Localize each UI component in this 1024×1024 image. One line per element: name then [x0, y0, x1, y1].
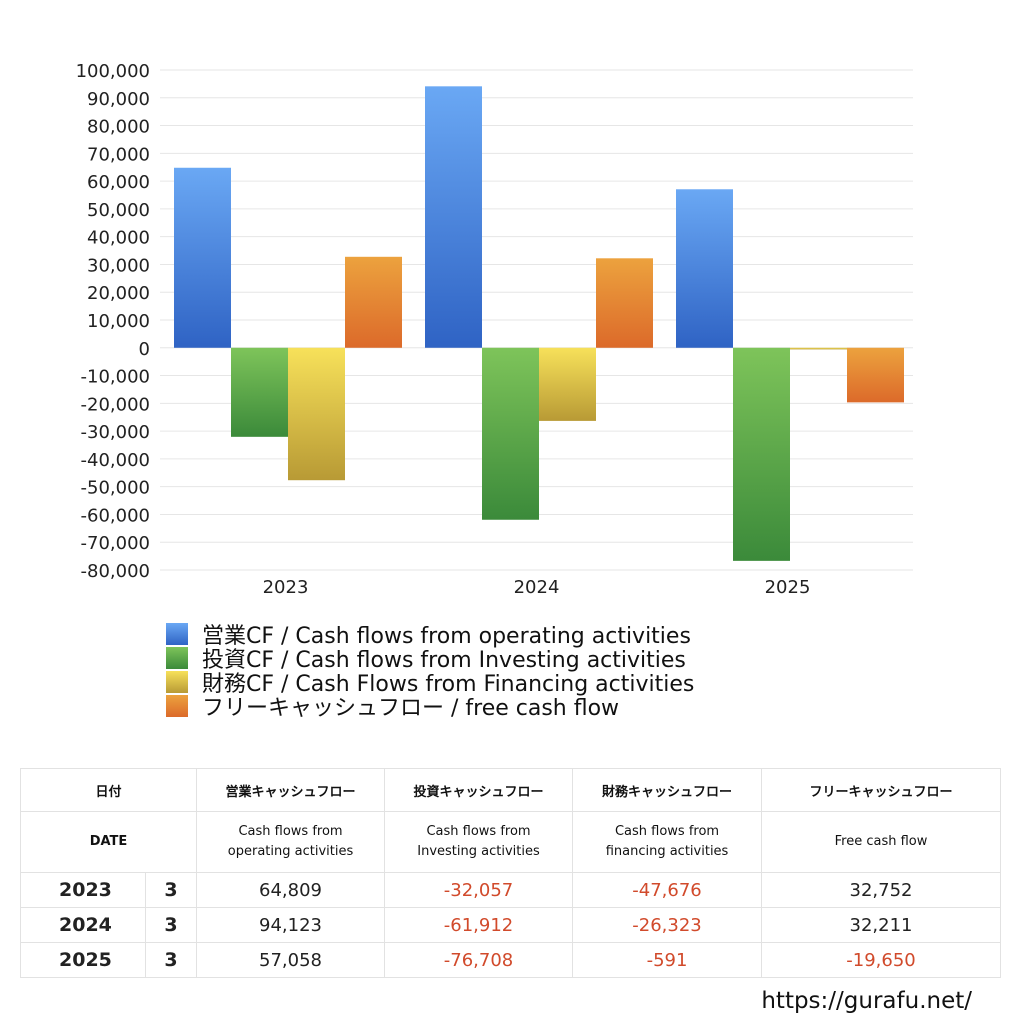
- table-cell-month: 3: [144, 942, 198, 978]
- bar-2023-series-3: [345, 256, 402, 348]
- y-tick-label: -70,000: [81, 533, 150, 554]
- legend-label-financing: 財務CF / Cash Flows from Financing activit…: [202, 672, 695, 697]
- y-tick-label: -30,000: [81, 422, 150, 443]
- table-row: 2025 3 57,058 -76,708 -591 -19,650: [20, 942, 1002, 978]
- header-investing-en-line2: Investing activities: [417, 844, 540, 859]
- y-tick-label: 20,000: [87, 283, 150, 304]
- table-cell-year: 2025: [20, 942, 146, 978]
- header-operating-en-line1: Cash flows from: [238, 824, 343, 839]
- y-tick-label: 0: [139, 339, 150, 360]
- x-tick-label: 2023: [263, 577, 309, 598]
- table-header-row-jp: 日付 営業キャッシュフロー 投資キャッシュフロー 財務キャッシュフロー フリーキ…: [19, 768, 1002, 812]
- bar-2023-series-2: [288, 347, 345, 481]
- header-investing-en: Cash flows from Investing activities: [384, 811, 574, 873]
- table-header-row-en: DATE Cash flows from operating activities…: [19, 811, 1002, 873]
- header-investing-jp: 投資キャッシュフロー: [384, 768, 574, 812]
- legend-label-operating: 営業CF / Cash flows from operating activit…: [202, 624, 691, 649]
- y-tick-label: 90,000: [87, 89, 150, 110]
- bar-2025-series-2: [790, 347, 847, 350]
- chart-legend: 営業CF / Cash flows from operating activit…: [166, 622, 694, 721]
- header-operating-en-line2: operating activities: [227, 844, 354, 859]
- legend-swatch-financing: [166, 671, 188, 693]
- table-cell-value: -32,057: [384, 872, 574, 908]
- y-tick-label: -50,000: [81, 478, 150, 499]
- header-financing-en-line1: Cash flows from: [614, 824, 720, 839]
- header-free-cash-flow-jp: フリーキャッシュフロー: [761, 768, 1002, 812]
- table-cell-value: -19,650: [761, 942, 1002, 978]
- table-cell-value: 32,211: [761, 907, 1002, 943]
- bar-2023-series-0: [174, 167, 231, 348]
- y-tick-label: 30,000: [87, 255, 150, 276]
- table-cell-value: -76,708: [384, 942, 574, 978]
- y-tick-label: 100,000: [76, 61, 150, 82]
- header-financing-en-line2: financing activities: [605, 844, 729, 859]
- legend-label-investing: 投資CF / Cash flows from Investing activit…: [202, 648, 686, 673]
- bar-2024-series-2: [539, 347, 596, 421]
- bar-2024-series-0: [425, 86, 482, 348]
- footer-url[interactable]: https://gurafu.net/: [761, 988, 972, 1014]
- y-tick-label: 10,000: [87, 311, 150, 332]
- x-tick-label: 2024: [514, 577, 560, 598]
- table-cell-month: 3: [144, 872, 198, 908]
- y-tick-label: -80,000: [81, 561, 150, 582]
- header-free-cash-flow-en-line1: Free cash flow: [834, 834, 928, 849]
- legend-item-operating: 営業CF / Cash flows from operating activit…: [166, 622, 694, 649]
- table-cell-value: 94,123: [196, 907, 386, 943]
- y-tick-label: -60,000: [81, 505, 150, 526]
- legend-item-investing: 投資CF / Cash flows from Investing activit…: [166, 646, 694, 673]
- x-tick-label: 2025: [765, 577, 811, 598]
- y-tick-label: 70,000: [87, 144, 150, 165]
- table-cell-value: -61,912: [384, 907, 574, 943]
- header-date-jp: 日付: [19, 768, 198, 812]
- legend-item-financing: 財務CF / Cash Flows from Financing activit…: [166, 670, 694, 697]
- legend-item-free-cash-flow: フリーキャッシュフロー / free cash flow: [166, 694, 694, 721]
- header-date-en: DATE: [19, 811, 198, 873]
- legend-swatch-free-cash-flow: [166, 695, 188, 717]
- y-tick-label: 50,000: [87, 200, 150, 221]
- table-cell-value: -26,323: [572, 907, 763, 943]
- y-tick-label: 60,000: [87, 172, 150, 193]
- table-row: 2023 3 64,809 -32,057 -47,676 32,752: [20, 872, 1002, 908]
- y-tick-label: -20,000: [81, 394, 150, 415]
- bar-2024-series-1: [482, 347, 539, 520]
- header-free-cash-flow-en: Free cash flow: [761, 811, 1002, 873]
- legend-swatch-operating: [166, 623, 188, 645]
- table-cell-value: 32,752: [761, 872, 1002, 908]
- cash-flow-table: 日付 営業キャッシュフロー 投資キャッシュフロー 財務キャッシュフロー フリーキ…: [19, 768, 1002, 978]
- header-operating-jp: 営業キャッシュフロー: [196, 768, 386, 812]
- legend-label-free-cash-flow: フリーキャッシュフロー / free cash flow: [202, 696, 620, 721]
- bar-2024-series-3: [596, 258, 653, 348]
- table-cell-value: 57,058: [196, 942, 386, 978]
- header-investing-en-line1: Cash flows from: [426, 824, 531, 839]
- header-financing-en: Cash flows from financing activities: [572, 811, 763, 873]
- bar-2025-series-1: [733, 347, 790, 561]
- y-tick-label: -40,000: [81, 450, 150, 471]
- table-cell-month: 3: [144, 907, 198, 943]
- bar-2025-series-3: [847, 347, 904, 403]
- table-cell-value: 64,809: [196, 872, 386, 908]
- table-row: 2024 3 94,123 -61,912 -26,323 32,211: [20, 907, 1002, 943]
- y-tick-label: 40,000: [87, 228, 150, 249]
- table-cell-value: -591: [572, 942, 763, 978]
- legend-swatch-investing: [166, 647, 188, 669]
- bar-2023-series-1: [231, 347, 288, 437]
- table-cell-year: 2024: [20, 907, 146, 943]
- table-cell-value: -47,676: [572, 872, 763, 908]
- cash-flow-bar-chart: 100,000 90,000 80,000 70,000 60,000 50,000 40,…: [76, 61, 913, 598]
- header-financing-jp: 財務キャッシュフロー: [572, 768, 763, 812]
- bar-2025-series-0: [676, 189, 733, 348]
- table-cell-year: 2023: [20, 872, 146, 908]
- header-operating-en: Cash flows from operating activities: [196, 811, 386, 873]
- y-tick-label: -10,000: [81, 367, 150, 388]
- y-tick-label: 80,000: [87, 117, 150, 138]
